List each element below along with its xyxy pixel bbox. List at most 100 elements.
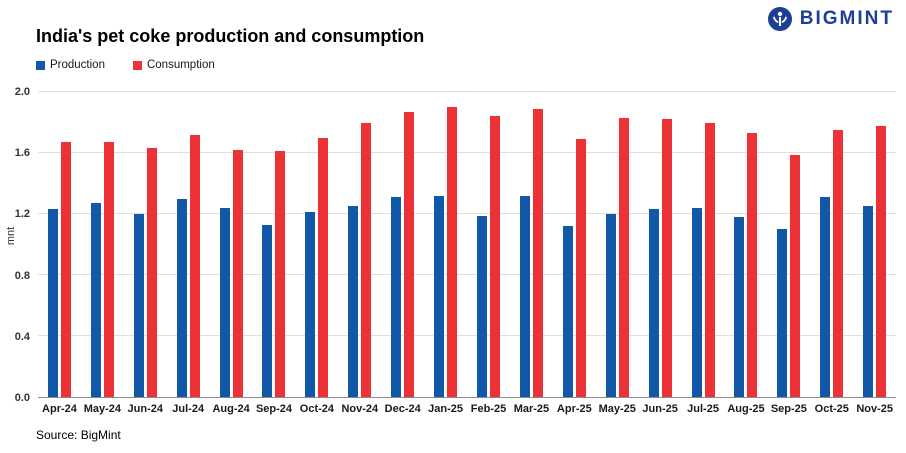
- bar-group-jan-25: [424, 92, 467, 397]
- x-tick-label: Jul-25: [687, 403, 719, 415]
- bigmint-logo: BIGMINT: [767, 6, 894, 32]
- x-tick-label: Mar-25: [513, 403, 550, 415]
- bar-group-feb-25: [467, 92, 510, 397]
- x-tick-label: Apr-25: [556, 403, 592, 415]
- plot-area: [38, 91, 896, 398]
- production-bar-feb-25: [477, 215, 488, 397]
- production-bar-nov-25: [863, 206, 874, 397]
- bar-group-apr-24: [38, 92, 81, 397]
- consumption-bar-oct-25: [833, 130, 844, 397]
- x-axis-labels: Apr-24 May-24 Jun-24 Jul-24 Aug-24 Sep-24 Oct-…: [38, 403, 896, 415]
- production-bar-may-25: [605, 214, 616, 397]
- production-bar-jul-24: [176, 198, 187, 397]
- x-tick-label: May-24: [83, 403, 121, 415]
- bar-group-mar-25: [510, 92, 553, 397]
- consumption-bar-jul-24: [189, 134, 200, 397]
- gridline: [38, 274, 896, 275]
- consumption-bar-sep-25: [790, 154, 801, 397]
- consumption-bar-jul-25: [704, 122, 715, 397]
- x-tick-label: Jun-24: [127, 403, 163, 415]
- production-bar-oct-25: [820, 197, 831, 397]
- bar-group-aug-25: [725, 92, 768, 397]
- x-tick-label: Nov-24: [341, 403, 379, 415]
- x-tick-label: Jun-25: [642, 403, 678, 415]
- consumption-bar-dec-24: [404, 111, 415, 397]
- consumption-bar-may-24: [103, 142, 114, 397]
- bar-group-nov-24: [338, 92, 381, 397]
- production-bar-mar-25: [519, 195, 530, 397]
- production-bar-jan-25: [434, 195, 445, 397]
- consumption-bar-sep-24: [275, 151, 286, 397]
- consumption-bar-aug-25: [747, 133, 758, 397]
- production-bar-aug-24: [219, 207, 230, 397]
- x-tick-label: Aug-24: [212, 403, 250, 415]
- production-bar-oct-24: [305, 212, 316, 397]
- bigmint-logo-text: BIGMINT: [799, 8, 894, 29]
- x-tick-label: Jul-24: [172, 403, 205, 415]
- y-tick-label: 0.0: [14, 392, 30, 404]
- consumption-bar-may-25: [618, 117, 629, 397]
- x-tick-label: Apr-24: [42, 403, 77, 415]
- gridline: [38, 91, 896, 92]
- production-bar-dec-24: [391, 197, 402, 397]
- chart-title: India's pet coke production and consumpt…: [36, 26, 425, 46]
- bar-group-may-24: [81, 92, 124, 397]
- consumption-bar-oct-24: [318, 137, 329, 397]
- bigmint-logo-icon: [767, 7, 792, 31]
- bar-group-sep-25: [767, 92, 810, 397]
- legend-item-consumption: Consumption: [132, 59, 215, 71]
- bar-group-jun-24: [124, 92, 167, 397]
- consumption-bar-jan-25: [447, 107, 458, 397]
- gridline: [38, 213, 896, 214]
- legend: Production Consumption: [36, 59, 215, 71]
- bar-group-nov-25: [853, 92, 896, 397]
- legend-label-consumption: Consumption: [146, 59, 215, 71]
- y-tick-label: 0.4: [14, 330, 30, 343]
- production-bar-sep-24: [262, 224, 273, 397]
- bar-group-oct-24: [295, 92, 338, 397]
- y-axis-ticks: 0.0 0.4 0.8 1.2 1.6 2.0: [0, 86, 32, 404]
- bar-group-sep-24: [253, 92, 296, 397]
- x-tick-label: Oct-24: [299, 403, 335, 415]
- x-tick-label: Jan-25: [428, 403, 464, 415]
- consumption-bar-nov-24: [361, 122, 372, 397]
- x-tick-label: Nov-25: [856, 403, 894, 415]
- production-bar-nov-24: [348, 206, 359, 397]
- bar-group-dec-24: [381, 92, 424, 397]
- consumption-bar-nov-25: [876, 125, 887, 397]
- consumption-swatch: [132, 60, 142, 70]
- gridline: [38, 335, 896, 336]
- x-tick-label: Oct-25: [814, 403, 849, 415]
- consumption-bar-jun-25: [661, 119, 672, 397]
- bar-group-jul-24: [167, 92, 210, 397]
- y-tick-label: 0.8: [14, 269, 30, 282]
- bar-group-jun-25: [639, 92, 682, 397]
- production-bar-apr-24: [47, 209, 58, 397]
- production-bar-jun-24: [133, 214, 144, 397]
- consumption-bar-apr-25: [575, 139, 586, 397]
- bar-group-aug-24: [210, 92, 253, 397]
- x-tick-label: Feb-25: [470, 403, 507, 415]
- bar-group-oct-25: [810, 92, 853, 397]
- x-tick-label: Sep-25: [770, 403, 807, 415]
- consumption-bar-apr-24: [60, 142, 71, 397]
- source-note: Source: BigMint: [36, 428, 121, 442]
- gridline: [38, 152, 896, 153]
- x-tick-label: May-25: [598, 403, 636, 415]
- x-tick-label: Dec-24: [384, 403, 421, 415]
- production-bar-aug-25: [734, 217, 745, 397]
- production-bar-apr-25: [562, 226, 573, 397]
- production-swatch: [36, 60, 45, 70]
- production-bar-jul-25: [691, 207, 702, 397]
- bar-group-may-25: [596, 92, 639, 397]
- production-bar-sep-25: [777, 229, 788, 397]
- consumption-bar-aug-24: [232, 149, 243, 397]
- y-tick-label: 1.2: [14, 208, 30, 221]
- y-tick-label: 1.6: [14, 147, 30, 160]
- consumption-bar-mar-25: [532, 108, 543, 397]
- bar-group-apr-25: [553, 92, 596, 397]
- y-tick-label: 2.0: [14, 86, 30, 98]
- legend-label-production: Production: [50, 59, 105, 71]
- production-bar-jun-25: [648, 209, 659, 397]
